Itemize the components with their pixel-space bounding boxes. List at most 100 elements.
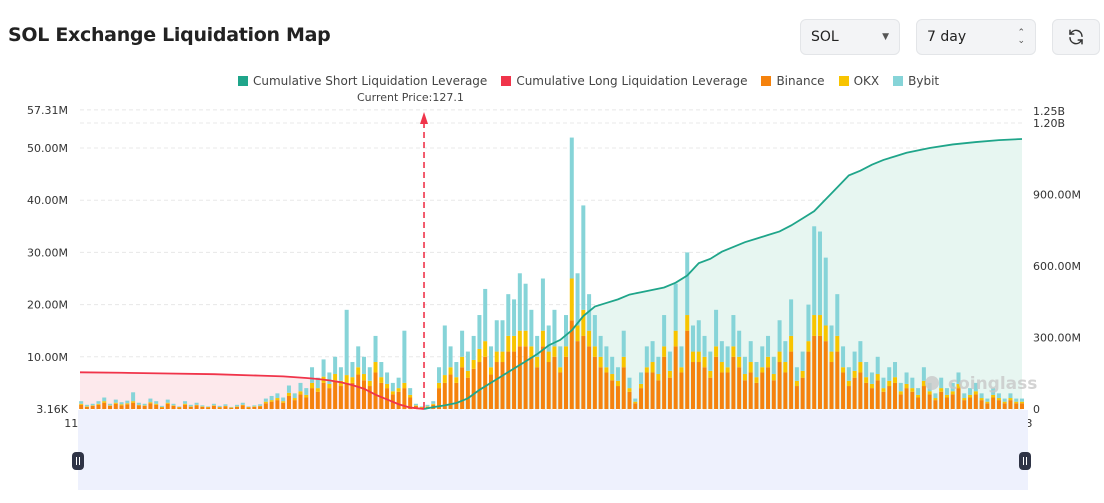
bar-okx — [1014, 401, 1019, 404]
coin-select[interactable]: SOL ▼ — [800, 19, 900, 55]
bar-binance — [639, 388, 644, 409]
bar-okx — [725, 367, 730, 373]
bar-bybit — [887, 367, 892, 381]
bar-okx — [177, 406, 182, 408]
bar-bybit — [379, 362, 384, 378]
bar-binance — [766, 367, 771, 409]
bar-bybit — [633, 398, 638, 402]
bar-okx — [535, 356, 540, 368]
refresh-button[interactable] — [1052, 19, 1100, 55]
bar-bybit — [858, 341, 863, 363]
legend-item[interactable]: Bybit — [893, 74, 939, 88]
bar-bybit — [904, 372, 909, 384]
range-handle-left[interactable] — [72, 452, 84, 470]
bar-bybit — [783, 341, 788, 363]
bar-binance — [154, 404, 159, 409]
bar-binance — [610, 380, 615, 409]
bar-okx — [592, 346, 597, 357]
bar-okx — [881, 388, 886, 392]
legend-label: Cumulative Long Liquidation Leverage — [516, 74, 748, 88]
bar-bybit — [835, 294, 840, 336]
bar-binance — [598, 367, 603, 409]
bar-binance — [188, 406, 193, 409]
bar-okx — [760, 367, 765, 373]
bar-bybit — [390, 382, 395, 392]
bar-okx — [598, 356, 603, 368]
bar-okx — [587, 330, 592, 347]
bar-bybit — [696, 320, 701, 352]
bar-bybit — [777, 320, 782, 352]
bar-binance — [408, 397, 413, 409]
bar-binance — [869, 388, 874, 409]
legend-swatch — [238, 76, 248, 86]
bar-binance — [442, 382, 447, 409]
y-left-tick-label: 3.16K — [36, 403, 68, 416]
bar-okx — [465, 370, 470, 378]
bar-binance — [159, 407, 164, 409]
bar-okx — [858, 362, 863, 373]
bar-okx — [719, 362, 724, 373]
bar-okx — [887, 380, 892, 387]
bar-binance — [823, 341, 828, 409]
current-price-label: Current Price:127.1 — [357, 91, 464, 104]
bar-okx — [852, 370, 857, 378]
bar-binance — [460, 367, 465, 409]
bar-binance — [292, 400, 297, 409]
bar-binance — [615, 386, 620, 409]
bar-binance — [696, 362, 701, 409]
range-handle-right[interactable] — [1019, 452, 1031, 470]
bar-okx — [113, 402, 118, 404]
bar-binance — [1020, 403, 1024, 409]
bar-okx — [413, 405, 418, 406]
bar-binance — [817, 335, 822, 409]
bar-okx — [1008, 398, 1013, 401]
bar-okx — [385, 383, 390, 389]
bar-okx — [200, 406, 205, 407]
bar-binance — [258, 406, 263, 409]
bar-binance — [506, 351, 511, 409]
bar-okx — [206, 406, 211, 408]
legend-item[interactable]: OKX — [838, 74, 879, 88]
legend-item[interactable]: Binance — [761, 74, 825, 88]
bar-binance — [361, 380, 366, 409]
bar-binance — [904, 388, 909, 409]
bar-bybit — [286, 385, 291, 393]
caret-down-icon: ▼ — [882, 32, 889, 42]
bar-okx — [639, 383, 644, 389]
bar-bybit — [252, 405, 257, 407]
bar-binance — [633, 403, 638, 409]
bar-binance — [662, 356, 667, 409]
bar-bybit — [944, 388, 949, 395]
bar-okx — [742, 374, 747, 381]
bar-binance — [108, 405, 113, 409]
bar-okx — [494, 351, 499, 363]
bar-binance — [852, 377, 857, 409]
y-left-tick-label: 10.00M — [27, 351, 68, 364]
long-cumulative-line — [79, 371, 425, 410]
bar-binance — [102, 402, 107, 409]
range-slider-track[interactable] — [78, 410, 1028, 490]
bar-bybit — [667, 351, 672, 371]
bar-bybit — [598, 335, 603, 357]
bar-bybit — [471, 335, 476, 360]
legend-item[interactable]: Cumulative Long Liquidation Leverage — [501, 74, 747, 88]
legend-swatch — [893, 76, 904, 86]
bar-binance — [373, 372, 378, 409]
bar-bybit — [494, 320, 499, 352]
coinglass-watermark: coinglass — [948, 374, 1037, 394]
bar-okx — [893, 377, 898, 383]
bar-okx — [731, 346, 736, 357]
bar-okx — [108, 405, 113, 406]
bar-bybit — [512, 299, 517, 336]
bar-binance — [858, 372, 863, 409]
bar-binance — [679, 372, 684, 409]
bar-okx — [96, 403, 101, 405]
bar-binance — [731, 356, 736, 409]
legend-item[interactable]: Cumulative Short Liquidation Leverage — [238, 74, 487, 88]
bar-okx — [916, 394, 921, 398]
bar-binance — [540, 346, 545, 409]
bar-bybit — [639, 372, 644, 384]
bar-bybit — [991, 388, 996, 395]
period-select[interactable]: 7 day ⌃ ⌄ — [916, 19, 1036, 55]
bar-binance — [483, 356, 488, 409]
